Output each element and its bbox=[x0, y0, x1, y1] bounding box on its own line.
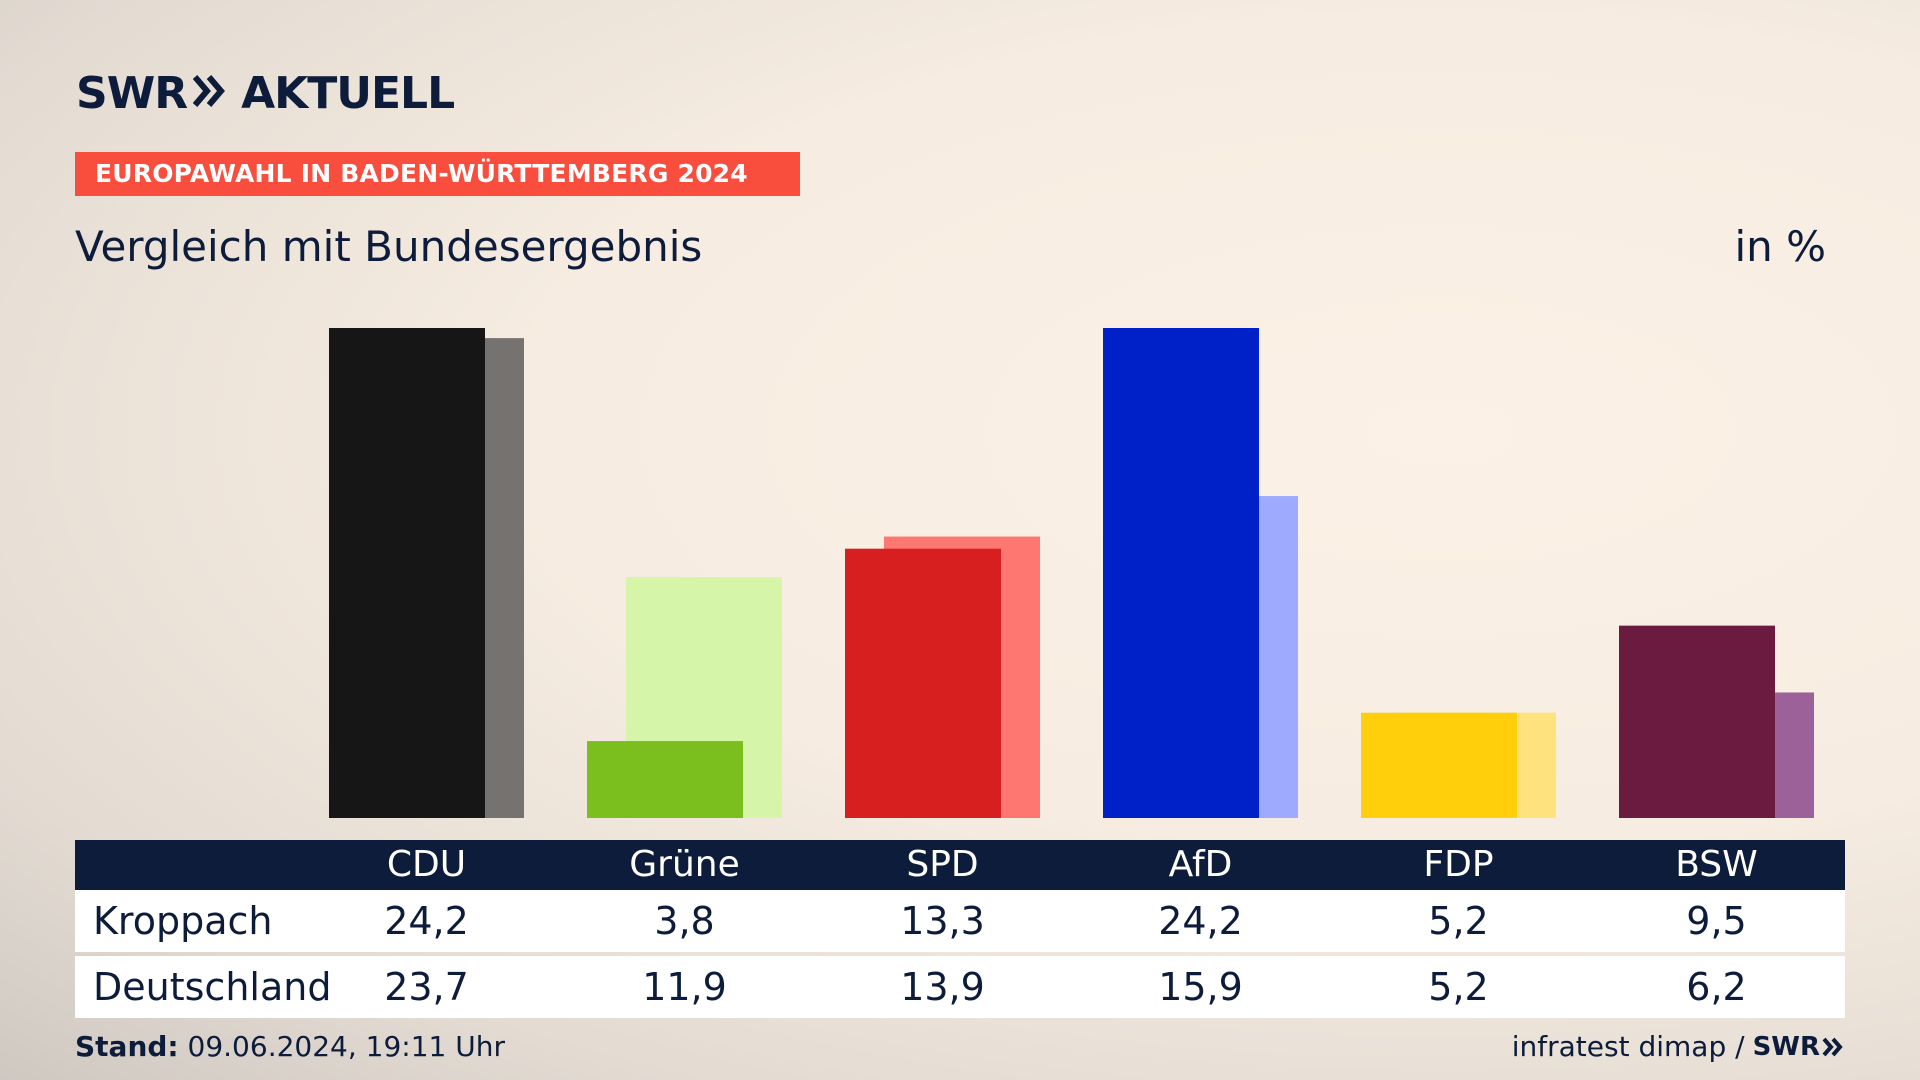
column-header-afd: AfD bbox=[1168, 844, 1233, 885]
table-row: Deutschland 23,7 11,9 13,9 15,9 5,2 6,2 bbox=[75, 956, 1845, 1018]
results-table: CDU Grüne SPD AfD FDP BSW Kroppach 24,2 3,8 13,… bbox=[75, 840, 1845, 1018]
column-header-spd: SPD bbox=[906, 844, 979, 885]
value-deutschland-cdu: 23,7 bbox=[384, 965, 469, 1009]
unit-label: in % bbox=[1734, 222, 1826, 271]
row-label-kroppach: Kroppach bbox=[93, 899, 273, 943]
double-chevron-icon bbox=[192, 75, 227, 111]
stand-label: Stand: bbox=[75, 1030, 179, 1063]
bar-kroppach-cdu bbox=[329, 328, 485, 818]
bar-kroppach-spd bbox=[845, 548, 1001, 818]
election-tag: EUROPAWAHL IN BADEN-WÜRTTEMBERG 2024 bbox=[75, 152, 800, 196]
bar-kroppach-bsw bbox=[1619, 625, 1775, 818]
source-text: infratest dimap / bbox=[1511, 1030, 1745, 1063]
stand-value: 09.06.2024, 19:11 Uhr bbox=[187, 1030, 505, 1063]
value-kroppach-fdp: 5,2 bbox=[1428, 899, 1489, 943]
logo-aktuell-text: AKTUELL bbox=[241, 67, 455, 119]
bar-kroppach-fdp bbox=[1361, 712, 1517, 818]
value-deutschland-fdp: 5,2 bbox=[1428, 965, 1489, 1009]
column-header-cdu: CDU bbox=[386, 844, 467, 885]
bar-kroppach-afd bbox=[1103, 328, 1259, 818]
value-deutschland-bsw: 6,2 bbox=[1686, 965, 1747, 1009]
value-kroppach-gruene: 3,8 bbox=[654, 899, 715, 943]
double-chevron-icon bbox=[1822, 1037, 1843, 1056]
row-label-deutschland: Deutschland bbox=[93, 965, 332, 1009]
bar-kroppach-gruene bbox=[587, 741, 743, 818]
value-kroppach-afd: 24,2 bbox=[1158, 899, 1243, 943]
table-row: Kroppach 24,2 3,8 13,3 24,2 5,2 9,5 bbox=[75, 890, 1845, 952]
value-deutschland-gruene: 11,9 bbox=[642, 965, 727, 1009]
value-deutschland-afd: 15,9 bbox=[1158, 965, 1243, 1009]
swr-aktuell-logo: SWR AKTUELL bbox=[76, 67, 455, 119]
column-header-fdp: FDP bbox=[1423, 844, 1494, 885]
value-kroppach-spd: 13,3 bbox=[900, 899, 985, 943]
chart-subtitle: Vergleich mit Bundesergebnis bbox=[75, 222, 703, 271]
value-deutschland-spd: 13,9 bbox=[900, 965, 985, 1009]
bar-chart bbox=[329, 328, 1814, 818]
column-header-bsw: BSW bbox=[1675, 844, 1758, 885]
source-credit: infratest dimap / SWR bbox=[1512, 1030, 1844, 1063]
value-kroppach-cdu: 24,2 bbox=[384, 899, 469, 943]
value-kroppach-bsw: 9,5 bbox=[1686, 899, 1747, 943]
timestamp: Stand: 09.06.2024, 19:11 Uhr bbox=[75, 1030, 505, 1063]
swr-small-logo: SWR bbox=[1752, 1031, 1820, 1062]
table-header: CDU Grüne SPD AfD FDP BSW bbox=[75, 840, 1845, 890]
logo-swr-text: SWR bbox=[76, 67, 188, 119]
column-header-gruene: Grüne bbox=[629, 844, 740, 885]
